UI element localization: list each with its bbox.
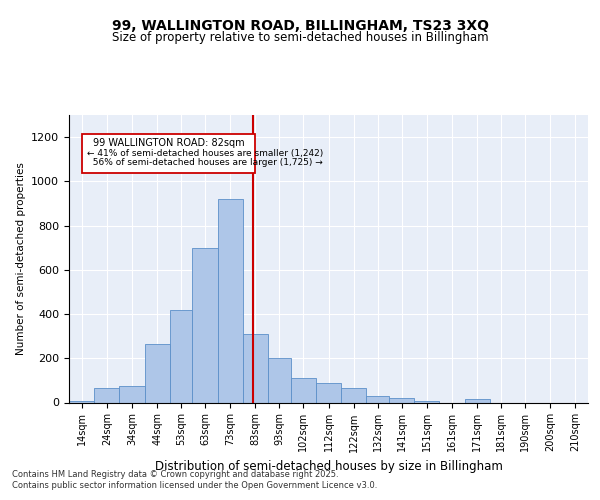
Bar <box>464 399 490 402</box>
Bar <box>193 248 218 402</box>
FancyBboxPatch shape <box>82 134 256 172</box>
Text: Size of property relative to semi-detached houses in Billingham: Size of property relative to semi-detach… <box>112 31 488 44</box>
Bar <box>389 398 414 402</box>
X-axis label: Distribution of semi-detached houses by size in Billingham: Distribution of semi-detached houses by … <box>155 460 502 473</box>
Text: Contains HM Land Registry data © Crown copyright and database right 2025.: Contains HM Land Registry data © Crown c… <box>12 470 338 479</box>
Bar <box>94 388 119 402</box>
Bar <box>170 310 193 402</box>
Text: 99 WALLINGTON ROAD: 82sqm: 99 WALLINGTON ROAD: 82sqm <box>93 138 244 148</box>
Text: Contains public sector information licensed under the Open Government Licence v3: Contains public sector information licen… <box>12 481 377 490</box>
Bar <box>268 358 291 403</box>
Bar <box>218 199 243 402</box>
Text: 99, WALLINGTON ROAD, BILLINGHAM, TS23 3XQ: 99, WALLINGTON ROAD, BILLINGHAM, TS23 3X… <box>112 18 488 32</box>
Bar <box>243 334 268 402</box>
Y-axis label: Number of semi-detached properties: Number of semi-detached properties <box>16 162 26 355</box>
Bar <box>316 382 341 402</box>
Bar <box>366 396 389 402</box>
Text: ← 41% of semi-detached houses are smaller (1,242): ← 41% of semi-detached houses are smalle… <box>86 150 323 158</box>
Text: 56% of semi-detached houses are larger (1,725) →: 56% of semi-detached houses are larger (… <box>86 158 322 167</box>
Bar <box>119 386 145 402</box>
Bar <box>341 388 366 402</box>
Bar <box>145 344 170 403</box>
Bar <box>291 378 316 402</box>
